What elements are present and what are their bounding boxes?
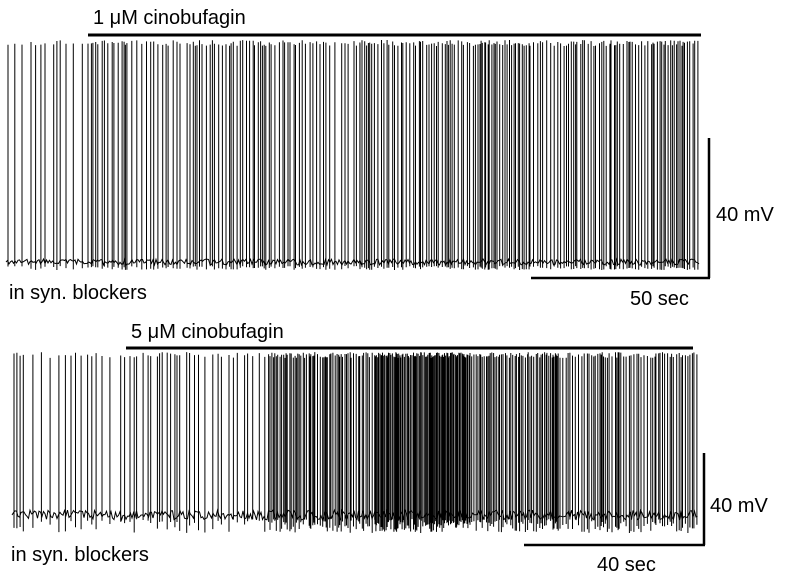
trace-baseline <box>11 508 698 522</box>
time-scale-label: 40 sec <box>597 554 656 576</box>
condition-label: in syn. blockers <box>11 544 149 566</box>
trace-spikes <box>13 352 698 533</box>
time-scale-label: 50 sec <box>630 288 689 310</box>
trace-baseline <box>5 257 700 267</box>
panel-bottom: 5 μM cinobufagin in syn. blockers 40 mV … <box>11 321 768 576</box>
drug-label: 5 μM cinobufagin <box>131 321 284 343</box>
voltage-trace <box>5 40 700 270</box>
drug-label: 1 μM cinobufagin <box>93 7 246 29</box>
voltage-scale-label: 40 mV <box>716 204 774 226</box>
voltage-trace <box>11 352 698 533</box>
condition-label: in syn. blockers <box>9 282 147 304</box>
voltage-scale-label: 40 mV <box>710 495 768 517</box>
trace-spikes <box>7 40 699 270</box>
panel-top: 1 μM cinobufagin in syn. blockers 40 mV … <box>5 7 774 310</box>
